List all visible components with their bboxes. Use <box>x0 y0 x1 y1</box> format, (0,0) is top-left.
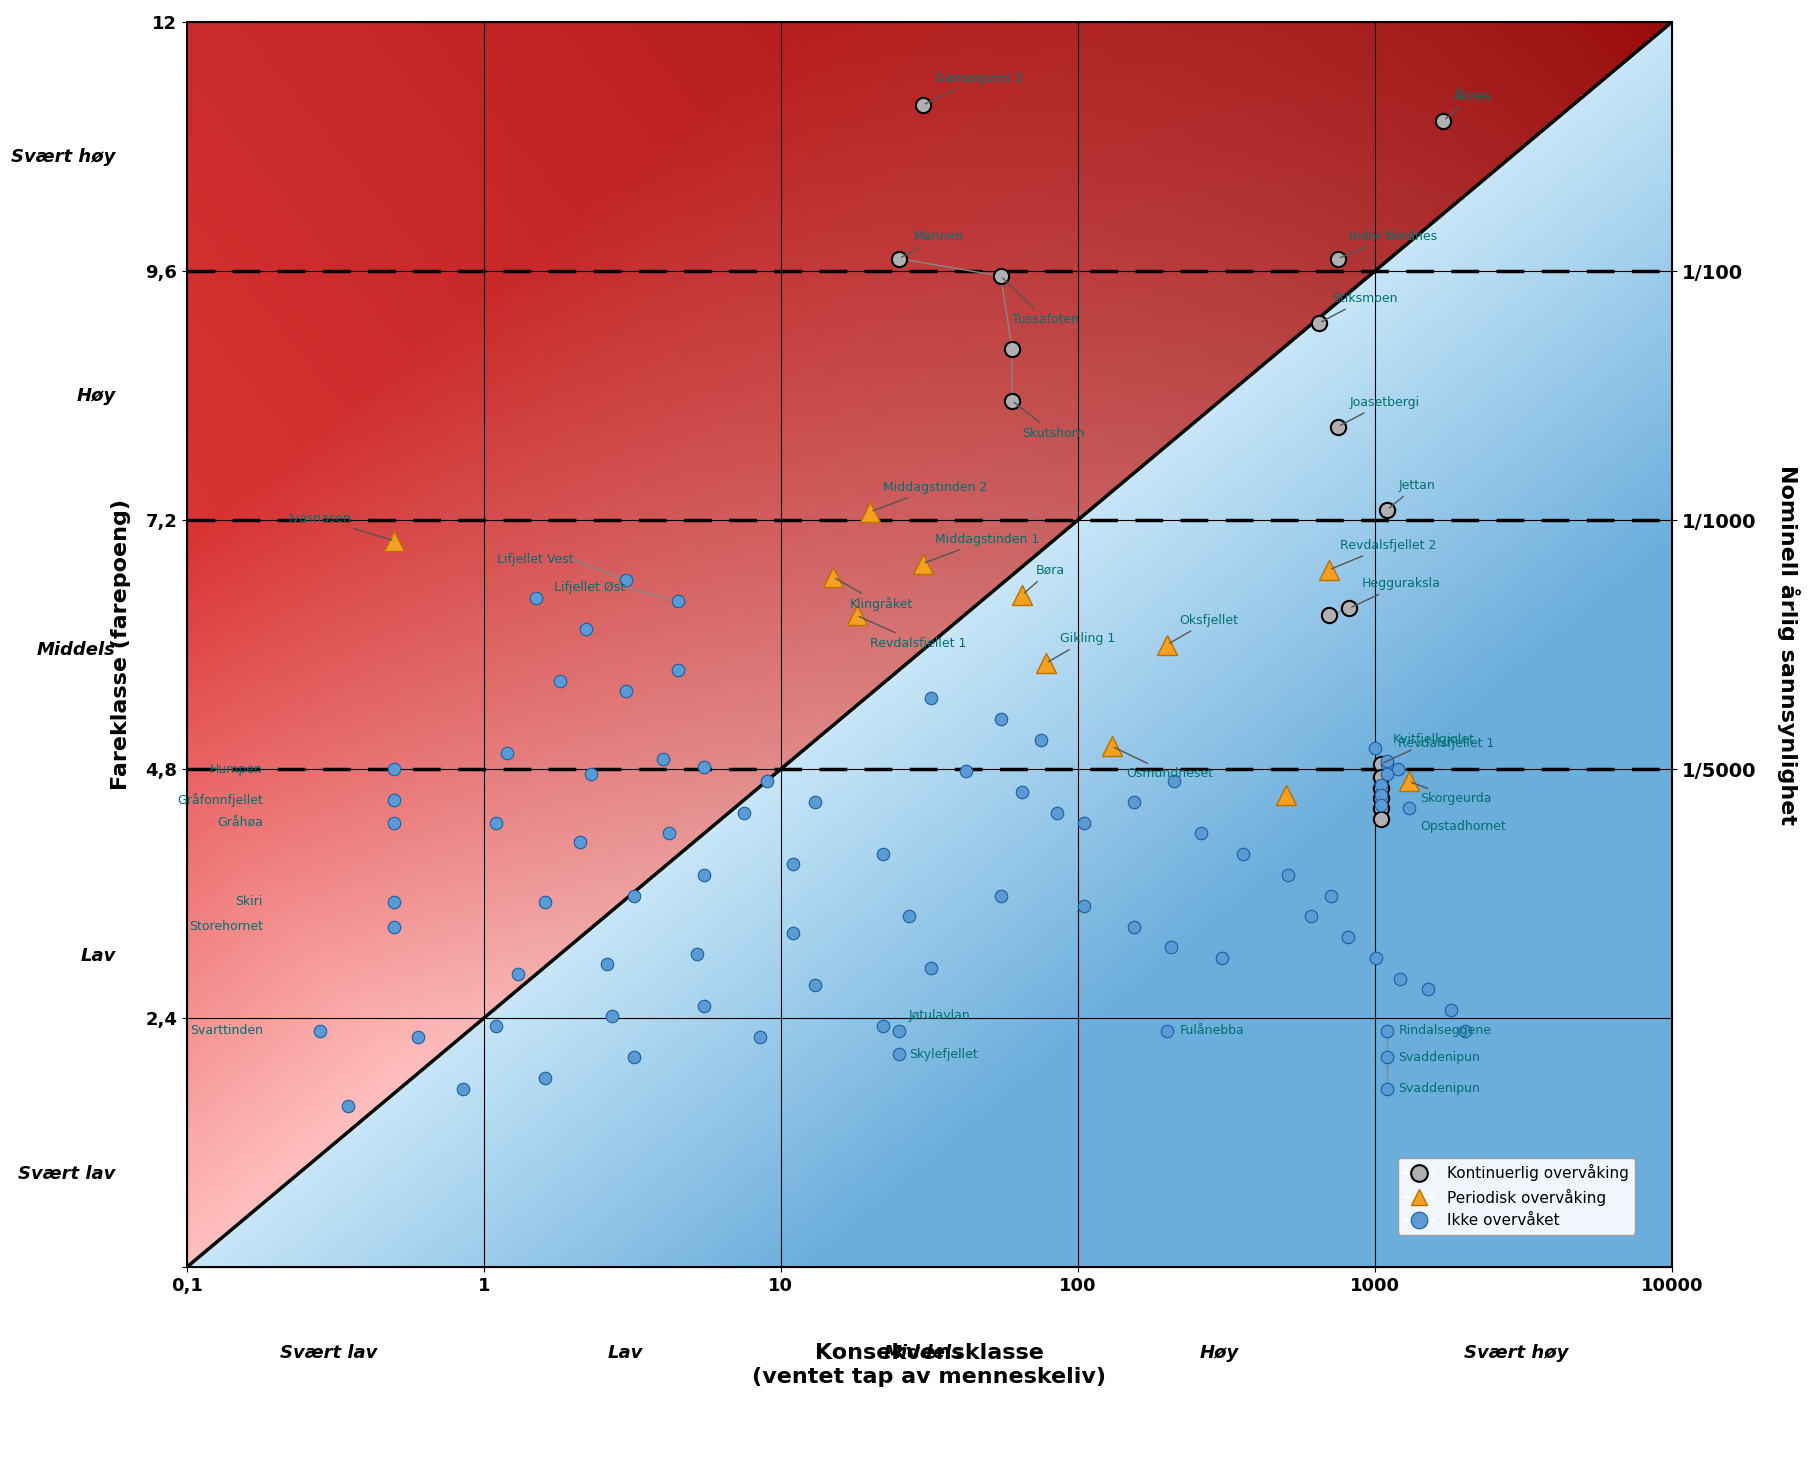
Text: Lav: Lav <box>80 946 116 965</box>
Text: Revdalsfjellet 2: Revdalsfjellet 2 <box>1331 539 1435 569</box>
Text: Middagstinden 2: Middagstinden 2 <box>873 480 987 511</box>
Legend: Kontinuerlig overvåking, Periodisk overvåking, Ikke overvåket: Kontinuerlig overvåking, Periodisk overv… <box>1397 1158 1634 1235</box>
X-axis label: Konsekvensklasse
(ventet tap av menneskeliv): Konsekvensklasse (ventet tap av menneske… <box>753 1343 1107 1387</box>
Text: Skorgeurda: Skorgeurda <box>1411 783 1491 806</box>
Text: Middagstinden 1: Middagstinden 1 <box>925 533 1039 562</box>
Text: Svaddenipun: Svaddenipun <box>1397 1051 1480 1064</box>
Text: Middels: Middels <box>883 1345 961 1362</box>
Text: Lifjellet Øst: Lifjellet Øst <box>555 581 626 594</box>
Text: Høy: Høy <box>1199 1345 1239 1362</box>
Text: Klingråket: Klingråket <box>834 578 912 612</box>
Text: Humpen: Humpen <box>210 762 263 775</box>
Text: Jettan: Jettan <box>1388 479 1435 508</box>
Text: Middels: Middels <box>36 641 116 658</box>
Text: Svært høy: Svært høy <box>11 147 116 166</box>
Text: Hegguraksla: Hegguraksla <box>1351 578 1440 607</box>
Text: Svarttinden: Svarttinden <box>190 1023 263 1037</box>
Text: Gamanjunni 3: Gamanjunni 3 <box>925 72 1021 104</box>
Text: Tussafoten: Tussafoten <box>1003 277 1079 326</box>
Text: Skylefjellet: Skylefjellet <box>909 1048 978 1061</box>
Text: Svært lav: Svært lav <box>18 1165 116 1183</box>
Text: Revdalsfjellet 1: Revdalsfjellet 1 <box>858 616 967 650</box>
Text: Oksfjellet: Oksfjellet <box>1168 613 1237 644</box>
Text: Jøtulavlan: Jøtulavlan <box>909 1009 970 1022</box>
Text: Åknes: Åknes <box>1444 91 1491 118</box>
Text: Storehornet: Storehornet <box>189 920 263 933</box>
Text: Gikling 1: Gikling 1 <box>1048 632 1114 661</box>
Text: Fulånebba: Fulånebba <box>1179 1023 1244 1037</box>
Text: Osmundneset: Osmundneset <box>1114 748 1212 780</box>
Text: Høy: Høy <box>76 387 116 404</box>
Text: Svært høy: Svært høy <box>1464 1345 1567 1362</box>
Text: Lav: Lav <box>608 1345 642 1362</box>
Text: Ivasnasen: Ivasnasen <box>288 512 392 540</box>
Text: Revdalsfjellet 1: Revdalsfjellet 1 <box>1397 737 1495 749</box>
Text: Mannen: Mannen <box>902 229 963 257</box>
Text: Joasetbergi: Joasetbergi <box>1339 396 1419 425</box>
Text: Rindalseggene: Rindalseggene <box>1397 1023 1491 1037</box>
Text: Børa: Børa <box>1023 564 1065 593</box>
Text: Lifjellet Vest: Lifjellet Vest <box>497 553 573 566</box>
Text: Stiksmoen: Stiksmoen <box>1321 292 1397 321</box>
Text: Opstadhornet: Opstadhornet <box>1419 819 1506 832</box>
Y-axis label: Fareklasse (farepoeng): Fareklasse (farepoeng) <box>111 499 131 790</box>
Text: Kvitfjellgjølet: Kvitfjellgjølet <box>1382 733 1475 762</box>
Text: Svært lav: Svært lav <box>279 1345 377 1362</box>
Text: Indre Nordnes: Indre Nordnes <box>1341 229 1437 257</box>
Y-axis label: Nominell årlig sannsynlighet: Nominell årlig sannsynlighet <box>1776 464 1799 825</box>
Text: Skiri: Skiri <box>236 895 263 908</box>
Text: Gråfonnfjellet: Gråfonnfjellet <box>176 793 263 807</box>
Text: Skutshorn: Skutshorn <box>1014 403 1085 439</box>
Text: Gråhøa: Gråhøa <box>216 816 263 829</box>
Text: Svaddenipun: Svaddenipun <box>1397 1082 1480 1095</box>
